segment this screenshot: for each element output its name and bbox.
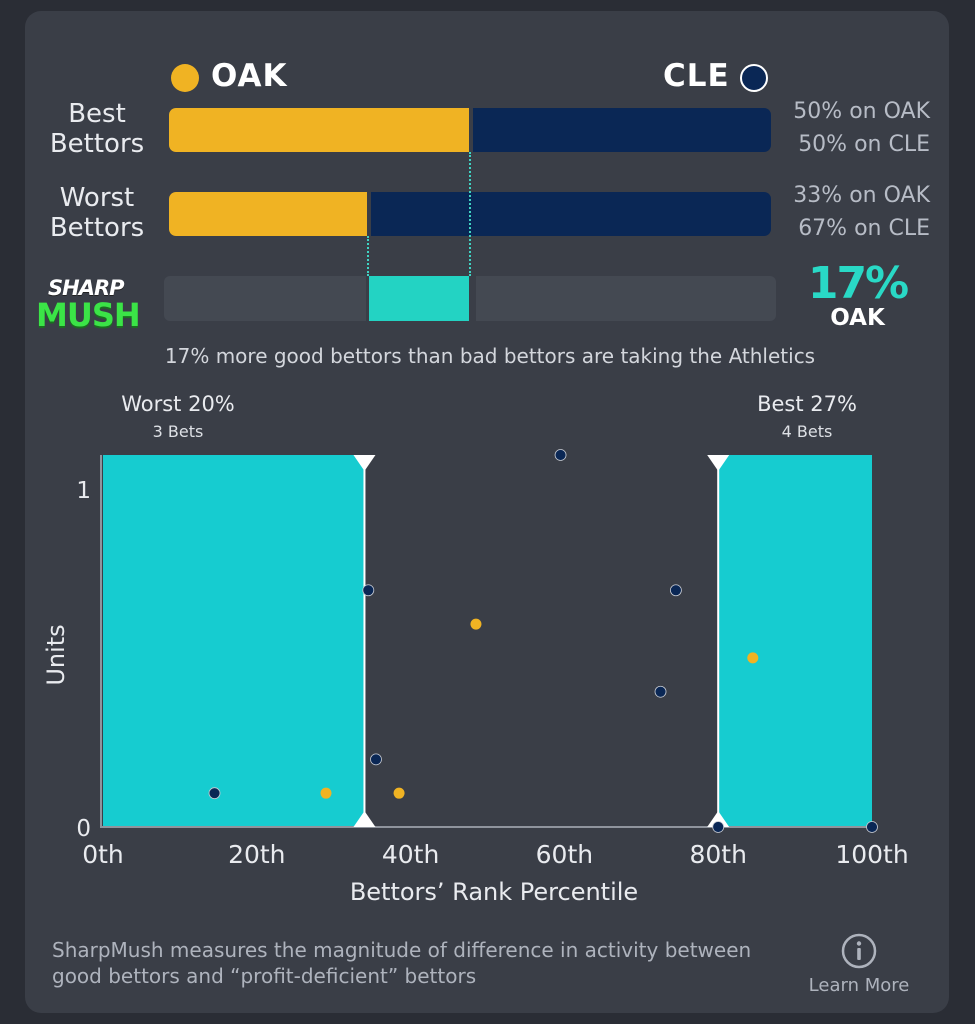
data-point-oak	[747, 652, 759, 664]
team-cle-label: CLE	[663, 58, 730, 94]
sharp-difference-block	[368, 276, 469, 321]
worst-oak-fill	[169, 192, 368, 236]
best-oak-fill	[169, 108, 470, 152]
y-tick-label: 1	[76, 478, 91, 504]
best-cle-pct: 50% on CLE	[798, 132, 930, 157]
sharpmush-logo: SHARP MUSH	[36, 276, 141, 334]
zone-1-fill	[718, 455, 872, 827]
learn-more-label: Learn More	[808, 975, 910, 996]
data-point-cle	[654, 685, 667, 698]
data-point-oak	[393, 787, 405, 799]
best-split-guide	[469, 152, 471, 276]
x-tick-label: 60th	[536, 840, 593, 869]
zone-best-title: Best 27%	[757, 392, 857, 416]
data-point-cle	[370, 753, 382, 766]
y-tick-label: 0	[76, 816, 91, 842]
data-point-cle	[670, 584, 682, 597]
worst-oak-pct: 33% on OAK	[793, 183, 930, 208]
x-tick-label: 100th	[835, 840, 908, 869]
y-axis-label: Units	[42, 624, 70, 685]
zone-best-subtitle: 4 Bets	[781, 422, 833, 441]
data-point-cle	[362, 584, 375, 597]
info-icon	[841, 933, 877, 969]
data-point-cle	[208, 787, 221, 800]
best-oak-pct: 50% on OAK	[793, 99, 930, 124]
zone-0-top-marker	[353, 455, 376, 471]
worst-bettors-split: 33% on OAK 67% on CLE	[772, 179, 930, 245]
x-tick-label: 0th	[82, 840, 124, 869]
x-axis-label: Bettors’ Rank Percentile	[350, 878, 638, 906]
data-point-oak	[320, 787, 332, 799]
sharp-percentage: 17%	[807, 258, 909, 309]
learn-more-link[interactable]: Learn More	[800, 933, 918, 996]
zone-worst-subtitle: 3 Bets	[152, 422, 204, 441]
data-point-cle	[866, 821, 878, 833]
zone-1-top-marker	[707, 455, 730, 471]
footer-description: SharpMush measures the magnitude of diff…	[52, 938, 752, 988]
data-point-oak	[470, 618, 482, 630]
sharp-track-right	[476, 276, 776, 321]
zone-1-bottom-marker	[707, 811, 730, 827]
zone-worst-title: Worst 20%	[121, 392, 235, 416]
best-bettors-label: Best Bettors	[49, 99, 145, 159]
sharp-track-left	[164, 276, 366, 321]
worst-bettors-label: Worst Bettors	[49, 183, 145, 243]
worst-split-guide	[366, 236, 369, 276]
x-tick-label: 40th	[382, 840, 439, 869]
data-point-cle	[712, 821, 725, 833]
x-tick-label: 20th	[228, 840, 285, 869]
x-tick-label: 80th	[689, 840, 746, 869]
sharp-caption: 17% more good bettors than bad bettors a…	[164, 344, 816, 368]
best-bettors-bar	[169, 108, 771, 152]
zone-0-fill	[103, 455, 365, 827]
zone-0-bottom-marker	[353, 811, 376, 827]
worst-cle-pct: 67% on CLE	[798, 216, 930, 241]
cle-color-dot	[740, 64, 768, 92]
oak-color-dot	[171, 64, 199, 92]
data-point-cle	[554, 449, 567, 461]
team-oak-label: OAK	[211, 58, 288, 94]
sharp-team: OAK	[830, 305, 885, 331]
best-bettors-split: 50% on OAK 50% on CLE	[772, 95, 930, 161]
